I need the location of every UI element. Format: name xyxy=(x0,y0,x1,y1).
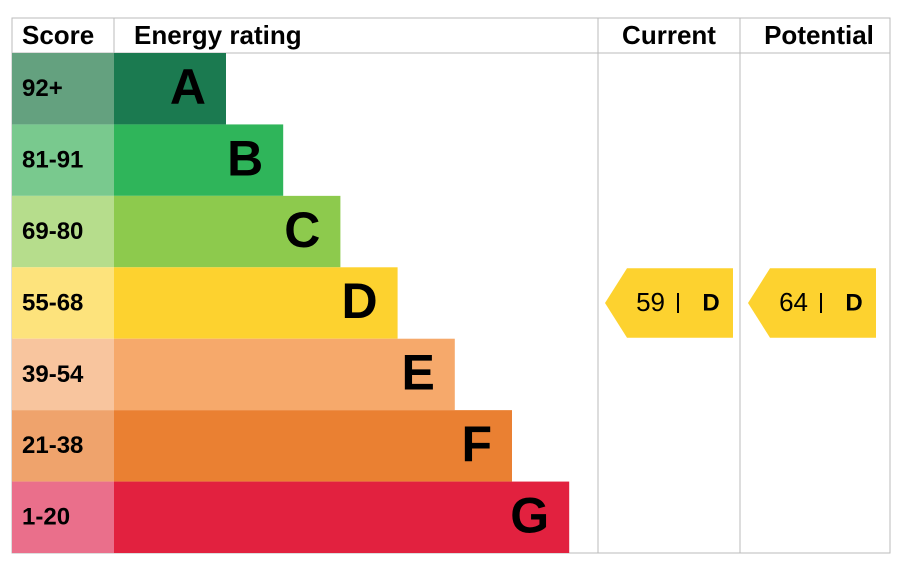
header-score: Score xyxy=(22,20,94,50)
rating-letter: A xyxy=(170,59,206,115)
header-potential: Potential xyxy=(764,20,874,50)
rating-bar xyxy=(114,53,226,125)
potential-value: 64 xyxy=(779,287,808,317)
score-cell xyxy=(12,267,114,339)
rating-letter: G xyxy=(510,487,549,543)
current-arrow xyxy=(605,268,733,338)
rating-bar xyxy=(114,124,284,196)
score-cell xyxy=(12,195,114,268)
rating-bar xyxy=(114,410,512,482)
score-cell xyxy=(12,53,114,125)
rating-letter: C xyxy=(284,202,320,258)
rating-bar xyxy=(114,481,570,553)
score-label: 92+ xyxy=(22,75,63,102)
potential-letter: D xyxy=(845,289,862,316)
current-letter: D xyxy=(702,289,719,316)
score-label: 39-54 xyxy=(22,361,84,388)
score-label: 81-91 xyxy=(22,146,83,173)
rating-bar xyxy=(114,195,341,268)
rating-bar xyxy=(114,338,455,411)
rating-letter: F xyxy=(461,416,492,472)
score-label: 69-80 xyxy=(22,218,83,245)
header-rating: Energy rating xyxy=(134,20,302,50)
score-label: 21-38 xyxy=(22,432,83,459)
rating-letter: B xyxy=(227,130,263,186)
rating-letter: E xyxy=(401,345,434,401)
score-cell xyxy=(12,338,114,411)
score-label: 55-68 xyxy=(22,289,83,316)
score-label: 1-20 xyxy=(22,504,70,531)
score-cell xyxy=(12,410,114,482)
score-cell xyxy=(12,481,114,553)
rating-letter: D xyxy=(341,273,377,329)
potential-arrow xyxy=(748,268,876,338)
header-current: Current xyxy=(622,20,716,50)
score-cell xyxy=(12,124,114,196)
current-value: 59 xyxy=(636,287,665,317)
rating-bar xyxy=(114,267,398,339)
